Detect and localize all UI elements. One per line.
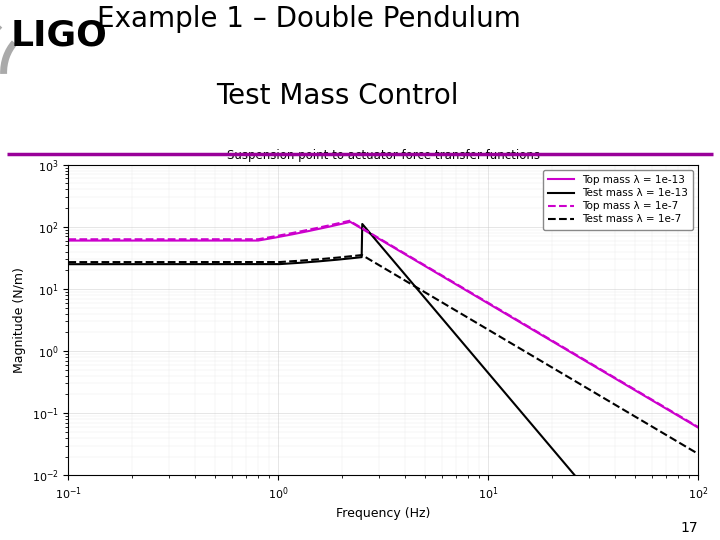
Text: Test Mass Control: Test Mass Control xyxy=(216,82,459,110)
Legend: Top mass λ = 1e-13, Test mass λ = 1e-13, Top mass λ = 1e-7, Test mass λ = 1e-7: Top mass λ = 1e-13, Test mass λ = 1e-13,… xyxy=(543,170,693,230)
Y-axis label: Magnitude (N/m): Magnitude (N/m) xyxy=(13,267,26,373)
X-axis label: Frequency (Hz): Frequency (Hz) xyxy=(336,507,431,520)
Text: LIGO: LIGO xyxy=(11,18,108,52)
Text: 17: 17 xyxy=(681,521,698,535)
Title: Suspension point to actuator force transfer functions: Suspension point to actuator force trans… xyxy=(227,149,540,162)
Text: Example 1 – Double Pendulum: Example 1 – Double Pendulum xyxy=(97,4,521,32)
